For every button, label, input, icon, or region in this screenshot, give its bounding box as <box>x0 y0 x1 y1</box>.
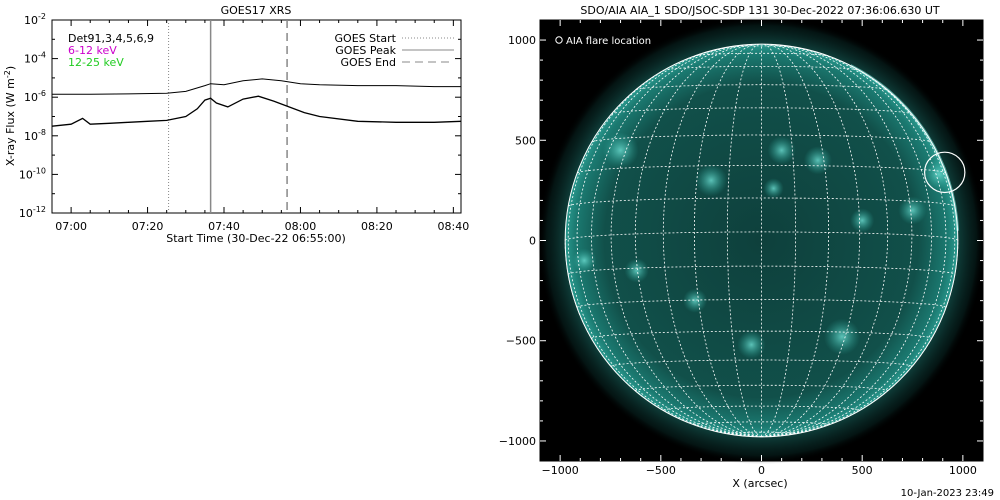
active-region-glow <box>695 164 728 197</box>
grid-line <box>728 45 795 48</box>
goes-x-axis: 07:00 07:20 07:40 08:00 08:20 08:40 <box>51 20 470 233</box>
goes-legend: GOES Start GOES Peak GOES End <box>335 32 454 69</box>
grid-line <box>761 45 947 437</box>
grid-line <box>610 359 913 367</box>
grid-line <box>695 52 828 57</box>
aia-image-title: SDO/AIA AIA_1 SDO/JSOC-SDP 131 30-Dec-20… <box>580 4 939 17</box>
goes-y-tick-label: 10-12 <box>19 205 46 220</box>
grid-line <box>761 44 913 437</box>
aia-x-tick-label: 1000 <box>949 464 977 477</box>
aia-legend-label: AIA flare location <box>566 36 651 47</box>
goes-x-tick-label: 07:20 <box>132 220 164 233</box>
active-region-glow <box>624 258 649 283</box>
goes-annotation-detectors: Det91,3,4,5,6,9 <box>68 32 154 45</box>
aia-y-tick-label: −500 <box>506 335 536 348</box>
active-region-glow <box>682 288 708 313</box>
active-region-glow <box>737 330 766 359</box>
goes-x-tick-label: 07:00 <box>55 220 87 233</box>
aia-x-tick-label: −500 <box>646 464 676 477</box>
active-region-glow <box>803 146 832 175</box>
goes-event-markers <box>168 20 288 213</box>
aia-x-tick-label: 0 <box>758 464 765 477</box>
grid-line <box>610 44 762 437</box>
goes-y-tick-label: 10-10 <box>19 166 46 181</box>
goes-y-tick-label: 10-8 <box>24 128 46 143</box>
active-region-glow <box>602 132 639 169</box>
grid-line <box>663 66 860 71</box>
active-region-glow <box>898 196 927 225</box>
goes-plot-title: GOES17 XRS <box>221 4 292 17</box>
goes-y-tick-label: 10-2 <box>24 12 46 27</box>
grid-line <box>662 44 762 437</box>
goes-series-group <box>52 78 461 127</box>
goes-annotation-6-12kev: 6-12 keV <box>68 44 117 57</box>
aia-image-panel: SDO/AIA AIA_1 SDO/JSOC-SDP 131 30-Dec-20… <box>499 4 986 490</box>
goes-y-axis-label: X-ray Flux (W m-2) <box>3 66 17 166</box>
goes-x-axis-label: Start Time (30-Dec-22 06:55:00) <box>166 232 346 245</box>
heliographic-grid <box>564 43 959 438</box>
goes-x-tick-label: 08:00 <box>285 220 317 233</box>
goes-y-tick-label: 10-4 <box>24 51 46 66</box>
grid-line <box>591 134 932 143</box>
goes-y-tick-label: 10-6 <box>24 89 46 104</box>
aia-x-axis-label: X (arcsec) <box>732 477 787 490</box>
flare-legend-icon <box>555 36 563 44</box>
aia-y-tick-label: −1000 <box>499 435 536 448</box>
goes-annotation-12-25kev: 12-25 keV <box>68 56 124 69</box>
aia-x-tick-label: −1000 <box>542 464 579 477</box>
grid-line <box>694 43 762 437</box>
grid-line <box>576 45 762 437</box>
goes-plot: GOES17 XRS 10-2 10-4 10-6 10-8 10-10 10-12 07… <box>3 4 469 245</box>
goes-x-tick-label: 07:40 <box>208 220 240 233</box>
grid-line <box>761 44 861 437</box>
goes-x-tick-label: 08:20 <box>361 220 393 233</box>
grid-line <box>761 44 932 437</box>
goes-annotation: Det91,3,4,5,6,9 6-12 keV 12-25 keV <box>68 32 154 69</box>
active-region-glow <box>767 136 796 165</box>
active-region-glow <box>572 248 597 273</box>
grid-line <box>591 44 762 437</box>
legend-goes-start-label: GOES Start <box>335 32 397 45</box>
active-regions <box>572 132 955 359</box>
aia-y-tick-label: 0 <box>529 235 536 248</box>
aia-x-tick-label: 500 <box>852 464 873 477</box>
aia-y-tick-label: 1000 <box>508 34 536 47</box>
goes-series-line <box>52 95 461 127</box>
active-region-glow <box>823 318 861 355</box>
goes-series-line <box>52 78 461 95</box>
grid-line <box>761 44 889 437</box>
grid-line <box>761 43 829 437</box>
grid-line <box>662 405 861 411</box>
legend-goes-peak-label: GOES Peak <box>335 44 396 57</box>
flare-location-circle <box>924 151 966 194</box>
goes-y-axis: 10-2 10-4 10-6 10-8 10-10 10-12 <box>19 12 461 220</box>
grid-line <box>635 84 888 91</box>
grid-line <box>761 50 956 437</box>
generation-timestamp: 10-Jan-2023 23:49 <box>901 488 994 499</box>
aia-y-axis: −1000 −500 0 500 1000 <box>499 34 983 448</box>
grid-line <box>567 50 762 437</box>
grid-line <box>634 44 762 437</box>
legend-goes-end-label: GOES End <box>340 56 396 69</box>
grid-line <box>634 384 889 391</box>
aia-x-axis: −1000 −500 0 500 1000 <box>542 20 977 477</box>
grid-line <box>568 197 955 207</box>
aia-y-tick-label: 500 <box>515 134 536 147</box>
grid-line <box>576 164 947 174</box>
aia-legend: AIA flare location <box>555 36 651 47</box>
goes-x-tick-label: 08:40 <box>438 220 470 233</box>
solar-limb <box>564 43 959 438</box>
active-region-glow <box>850 208 875 233</box>
active-region-glow <box>763 178 784 199</box>
